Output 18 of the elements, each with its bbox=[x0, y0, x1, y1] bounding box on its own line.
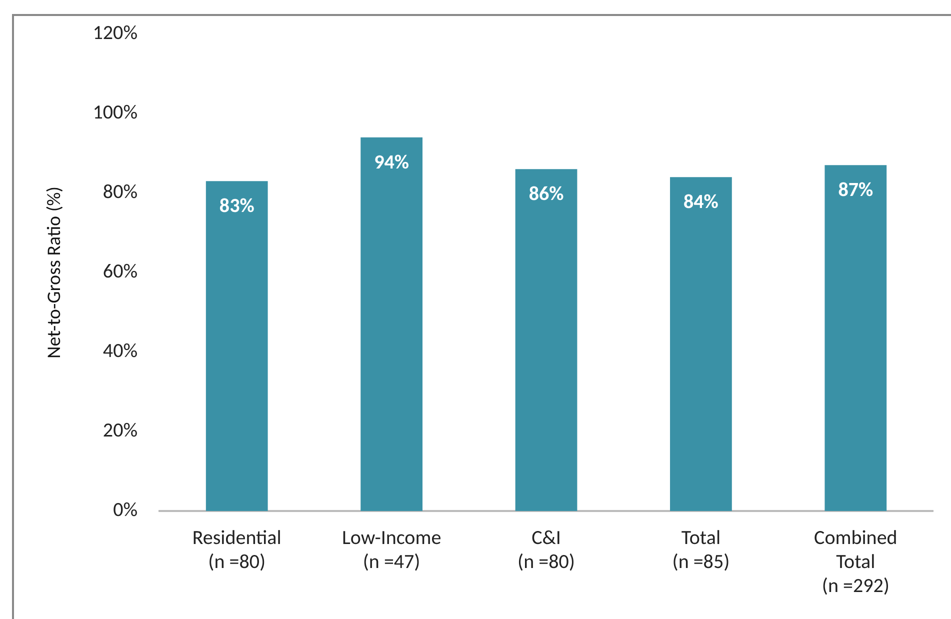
y-tick-label: 80% bbox=[102, 180, 138, 204]
y-axis-title: Net-to-Gross Ratio (%) bbox=[43, 186, 66, 358]
y-tick-label: 60% bbox=[102, 260, 138, 284]
data-label: 86% bbox=[528, 182, 564, 206]
x-tick-label: Low-Income (n =47) bbox=[342, 526, 442, 574]
y-tick-label: 0% bbox=[113, 498, 138, 522]
x-tick-label: C&I (n =80) bbox=[518, 526, 575, 574]
y-tick-label: 100% bbox=[92, 100, 138, 124]
y-tick-label: 40% bbox=[102, 339, 138, 363]
x-tick-label: Residential (n =80) bbox=[192, 526, 282, 574]
x-tick-label: Total (n =85) bbox=[672, 526, 730, 574]
data-label: 87% bbox=[838, 178, 874, 202]
data-label: 94% bbox=[374, 150, 410, 174]
y-tick-label: 20% bbox=[102, 418, 138, 442]
y-tick-label: 120% bbox=[92, 21, 138, 45]
data-label: 83% bbox=[219, 194, 255, 218]
x-tick-label: Combined Total (n =292) bbox=[814, 526, 898, 598]
data-label: 84% bbox=[684, 190, 719, 214]
